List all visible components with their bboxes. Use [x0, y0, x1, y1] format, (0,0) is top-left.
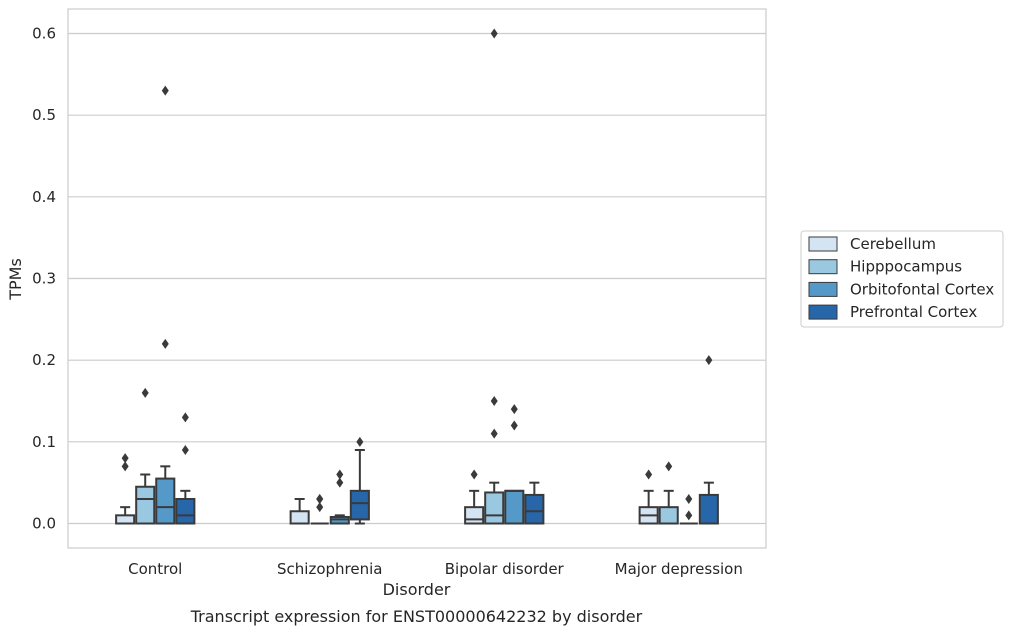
- box-prefrontal-cortex: [698, 355, 719, 525]
- outlier-point: [510, 404, 518, 415]
- box-body: [698, 493, 719, 525]
- y-tick-label: 0.0: [32, 515, 56, 533]
- legend-swatch: [808, 281, 838, 297]
- box-body: [155, 477, 176, 525]
- outlier-point: [705, 355, 713, 366]
- box-body: [289, 510, 310, 525]
- y-tick-label: 0.4: [32, 188, 56, 206]
- box-cerebellum: [115, 453, 136, 525]
- box-body: [658, 506, 679, 525]
- y-tick-labels: 0.0 0.1 0.2 0.3 0.4 0.5 0.6: [32, 25, 56, 533]
- x-tick-label: Bipolar disorder: [445, 560, 565, 578]
- box-plots: [115, 28, 719, 525]
- box-cerebellum: [638, 469, 659, 525]
- outlier-point: [316, 494, 324, 504]
- box-hipppocampus: [484, 28, 505, 525]
- box-body: [484, 491, 505, 525]
- outlier-point: [490, 28, 498, 39]
- legend-swatch: [808, 304, 838, 320]
- box-hipppocampus: [658, 461, 679, 525]
- outlier-point: [121, 453, 129, 464]
- outlier-point: [685, 494, 693, 504]
- box-hipppocampus: [310, 494, 329, 525]
- grid-lines: [68, 32, 766, 525]
- box-orbitofontal-cortex: [504, 404, 525, 525]
- y-tick-label: 0.3: [32, 270, 56, 288]
- legend-label: Cerebellum: [850, 235, 936, 253]
- outlier-point: [161, 85, 169, 96]
- plot-frame: [67, 8, 767, 549]
- outlier-point: [490, 428, 498, 439]
- box-prefrontal-cortex: [349, 436, 370, 525]
- y-tick-label: 0.1: [32, 433, 56, 451]
- outlier-point: [336, 469, 344, 480]
- box-body: [504, 489, 525, 525]
- x-tick-label: Control: [128, 560, 182, 578]
- outlier-point: [490, 396, 498, 406]
- outlier-point: [181, 445, 189, 455]
- legend-swatch: [808, 259, 838, 275]
- box-body: [524, 493, 545, 525]
- box-orbitofontal-cortex: [329, 469, 350, 525]
- box-body: [349, 489, 370, 521]
- box-prefrontal-cortex: [175, 412, 196, 525]
- box-cerebellum: [289, 498, 310, 525]
- box-orbitofontal-cortex: [155, 85, 176, 525]
- box-body: [115, 514, 136, 525]
- y-axis-label: TPMs: [6, 258, 25, 301]
- outlier-point: [645, 469, 653, 480]
- outlier-point: [336, 477, 344, 488]
- outlier-point: [685, 510, 693, 521]
- outlier-point: [161, 338, 169, 349]
- x-axis-label: Disorder: [383, 580, 451, 599]
- outlier-point: [181, 412, 189, 423]
- x-tick-label: Schizophrenia: [277, 560, 382, 578]
- box-prefrontal-cortex: [524, 481, 545, 525]
- chart-caption: Transcript expression for ENST0000064223…: [190, 607, 643, 626]
- legend: Cerebellum Hipppocampus Orbitofontal Corte…: [800, 230, 1004, 328]
- legend-label: Hipppocampus: [850, 258, 962, 276]
- x-tick-labels: Control Schizophrenia Bipolar disorder Majo…: [128, 560, 743, 578]
- legend-label: Orbitofontal Cortex: [850, 280, 994, 298]
- box-body: [464, 506, 485, 525]
- y-tick-label: 0.2: [32, 351, 56, 369]
- box-body: [135, 485, 156, 525]
- outlier-point: [665, 461, 673, 472]
- outlier-point: [510, 420, 518, 431]
- y-tick-label: 0.6: [32, 25, 56, 43]
- outlier-point: [356, 436, 364, 447]
- legend-frame: [800, 230, 1004, 328]
- legend-label: Prefrontal Cortex: [850, 303, 977, 321]
- outlier-point: [470, 469, 478, 480]
- outlier-point: [121, 461, 129, 472]
- x-tick-label: Major depression: [615, 560, 743, 578]
- y-tick-label: 0.5: [32, 106, 56, 124]
- legend-swatch: [808, 236, 838, 252]
- box-hipppocampus: [135, 387, 156, 525]
- box-cerebellum: [464, 469, 485, 525]
- outlier-point: [141, 387, 149, 398]
- box-body: [175, 498, 196, 525]
- outlier-point: [316, 502, 324, 513]
- box-orbitofontal-cortex: [679, 494, 698, 525]
